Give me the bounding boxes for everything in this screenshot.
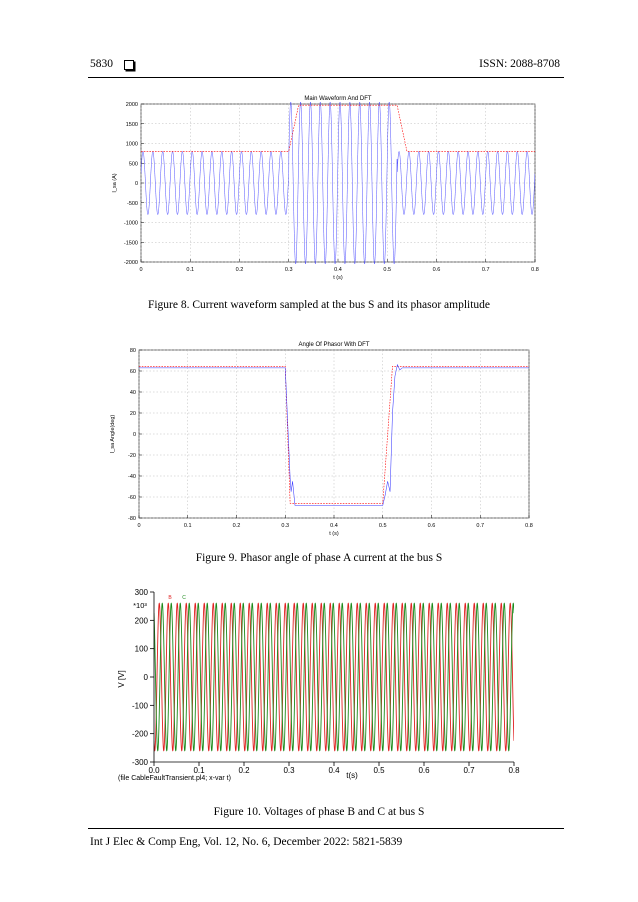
y-tick-label: -500 xyxy=(127,201,138,207)
x-tick-label: 0.6 xyxy=(418,766,430,775)
x-tick-label: 0.7 xyxy=(463,766,475,775)
y-axis-label: V [V] xyxy=(117,670,126,687)
y-tick-label: -40 xyxy=(128,474,136,480)
chart-title: Main Waveform And DFT xyxy=(304,96,371,102)
y-tick-label: -100 xyxy=(132,701,149,710)
y-tick-label: -80 xyxy=(128,516,136,522)
x-tick-label: 0.2 xyxy=(236,267,244,273)
chart-title: Angle Of Phasor With DFT xyxy=(298,342,369,348)
y-axis-label: I_sa Angle(deg) xyxy=(110,415,116,454)
y-tick-label: 60 xyxy=(130,369,136,375)
x-tick-label: 0.3 xyxy=(283,766,295,775)
figure-8-caption: Figure 8. Current waveform sampled at th… xyxy=(147,299,491,311)
x-tick-label: 0.3 xyxy=(285,267,293,273)
y-tick-label: 500 xyxy=(129,161,138,167)
y-tick-label: 20 xyxy=(130,411,136,417)
y-tick-label: 100 xyxy=(135,645,149,654)
series-line-angle xyxy=(139,363,529,506)
series-line-dft-amplitude xyxy=(141,104,535,152)
y-tick-label: -1500 xyxy=(124,240,138,246)
y-multiplier-label: *10³ xyxy=(133,601,147,610)
series-marker-c: C xyxy=(182,595,186,601)
y-tick-label: -2000 xyxy=(124,260,138,266)
y-tick-label: -60 xyxy=(128,495,136,501)
x-tick-label: 0.5 xyxy=(373,766,385,775)
x-tick-label: 0.6 xyxy=(428,523,436,529)
x-tick-label: 0.1 xyxy=(186,267,194,273)
series-marker-b: B xyxy=(168,595,172,601)
x-tick-label: 0.0 xyxy=(148,766,160,775)
y-tick-label: 300 xyxy=(135,588,149,597)
file-note-label: (file CableFaultTransient.pl4; x-var t) xyxy=(118,775,231,782)
x-tick-label: 0.6 xyxy=(433,267,441,273)
x-tick-label: 0.2 xyxy=(233,523,241,529)
page-number: 5830 xyxy=(90,58,113,70)
x-tick-label: 0 xyxy=(137,523,140,529)
x-tick-label: 0.4 xyxy=(330,523,338,529)
y-tick-label: 0 xyxy=(133,432,136,438)
x-tick-label: 0 xyxy=(139,267,142,273)
y-tick-label: 1000 xyxy=(126,142,138,148)
figure-10-caption: Figure 10. Voltages of phase B and C at … xyxy=(213,806,425,818)
x-axis-label: t (s) xyxy=(329,531,339,537)
y-tick-label: -1000 xyxy=(124,221,138,227)
footer-citation: Int J Elec & Comp Eng, Vol. 12, No. 6, D… xyxy=(90,836,403,848)
figure-9-chart: 0 0.1 0.2 0.3 0.4 0.5 0.6 0.7 0.8 80 60 40 20 0 -20 -40… xyxy=(110,342,533,537)
header-rule xyxy=(88,77,564,78)
y-axis-label: I_sa (A) xyxy=(112,173,118,192)
x-tick-label: 0.8 xyxy=(508,766,520,775)
x-tick-label: 0.5 xyxy=(383,267,391,273)
x-tick-label: 0.4 xyxy=(328,766,340,775)
issn-label: ISSN: 2088-8708 xyxy=(479,58,560,70)
x-tick-label: 0.3 xyxy=(281,523,289,529)
x-axis-label: t(s) xyxy=(346,771,358,780)
y-tick-label: -300 xyxy=(132,758,149,767)
y-tick-label: 1500 xyxy=(126,122,138,128)
x-tick-label: 0.2 xyxy=(238,766,250,775)
footer-rule xyxy=(88,828,564,829)
series-line-b xyxy=(154,602,514,752)
x-tick-label: 0.8 xyxy=(525,523,533,529)
figure-8-chart: 0 0.1 0.2 0.3 0.4 0.5 0.6 0.7 0.8 2000 1500 1000 500… xyxy=(112,96,539,281)
y-tick-label: 0 xyxy=(135,181,138,187)
series-line-waveform xyxy=(141,102,535,264)
x-tick-label: 0.8 xyxy=(531,267,539,273)
series-line-reference xyxy=(139,365,529,504)
x-tick-label: 0.5 xyxy=(379,523,387,529)
x-axis-label: t (s) xyxy=(333,275,343,281)
y-tick-label: -200 xyxy=(132,730,149,739)
y-tick-label: 0 xyxy=(144,673,149,682)
y-tick-label: 200 xyxy=(135,616,149,625)
y-tick-label: 80 xyxy=(130,348,136,354)
separator-box-icon xyxy=(124,60,134,70)
y-tick-label: 40 xyxy=(130,390,136,396)
series-line-c xyxy=(154,602,514,752)
y-tick-label: -20 xyxy=(128,453,136,459)
figure-9-caption: Figure 9. Phasor angle of phase A curren… xyxy=(195,552,443,564)
x-tick-label: 0.1 xyxy=(184,523,192,529)
x-tick-label: 0.1 xyxy=(193,766,205,775)
y-tick-label: 2000 xyxy=(126,102,138,108)
x-tick-label: 0.7 xyxy=(482,267,490,273)
x-tick-label: 0.4 xyxy=(334,267,342,273)
x-tick-label: 0.7 xyxy=(476,523,484,529)
